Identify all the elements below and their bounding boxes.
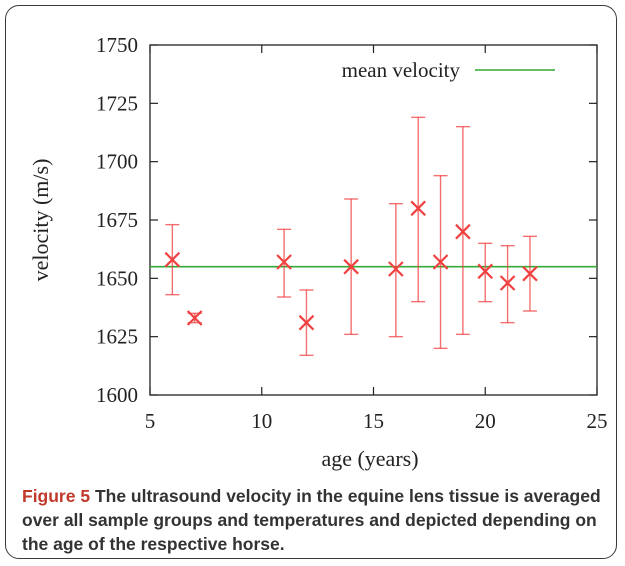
x-tick-label: 25	[587, 409, 608, 433]
point-marker	[186, 310, 203, 326]
x-tick-label: 20	[475, 409, 496, 433]
point-marker	[410, 200, 426, 217]
y-tick-label: 1600	[96, 383, 138, 407]
x-tick-label: 15	[363, 409, 384, 433]
x-axis-title: age (years)	[321, 446, 418, 471]
point-marker	[276, 254, 292, 270]
velocity-chart: 1600 1625 1650 1675 1700 1725 1750 5 10 15 20 25 v…	[28, 33, 608, 471]
x-axis: 5 10 15 20 25	[145, 45, 608, 433]
point-marker	[164, 251, 181, 268]
data-point	[432, 174, 449, 350]
y-axis: 1600 1625 1650 1675 1700 1725 1750	[96, 33, 597, 407]
y-tick-label: 1700	[96, 150, 138, 174]
data-point	[388, 202, 404, 338]
y-tick-label: 1675	[96, 208, 138, 232]
legend-label-mean-velocity: mean velocity	[342, 58, 461, 82]
data-point	[298, 289, 315, 357]
data-point	[410, 116, 426, 303]
data-point	[499, 244, 516, 324]
data-point	[164, 223, 181, 296]
point-marker	[343, 258, 359, 275]
y-axis-title: velocity (m/s)	[28, 159, 53, 282]
point-marker	[455, 223, 471, 240]
caption-label: Figure 5	[22, 486, 91, 506]
x-tick-label: 5	[145, 409, 156, 433]
point-marker	[477, 263, 494, 280]
x-tick-label: 10	[251, 409, 272, 433]
data-point	[522, 235, 538, 312]
data-point	[276, 228, 292, 298]
data-point	[186, 310, 203, 326]
series-layer	[150, 116, 597, 357]
y-tick-label: 1650	[96, 266, 138, 290]
point-marker	[522, 265, 538, 282]
y-tick-label: 1725	[96, 91, 138, 115]
point-marker	[298, 314, 315, 331]
y-tick-label: 1625	[96, 325, 138, 349]
figure-caption: Figure 5 The ultrasound velocity in the …	[22, 484, 612, 556]
legend: mean velocity	[342, 58, 555, 82]
data-point	[477, 242, 494, 303]
figure-frame	[5, 5, 617, 559]
caption-text: The ultrasound velocity in the equine le…	[22, 486, 601, 554]
point-marker	[388, 261, 404, 277]
data-point	[343, 198, 359, 336]
y-tick-label: 1750	[96, 33, 138, 57]
point-marker	[499, 275, 516, 291]
point-marker	[432, 254, 449, 270]
data-point	[455, 125, 471, 336]
plot-area-border	[149, 44, 598, 396]
